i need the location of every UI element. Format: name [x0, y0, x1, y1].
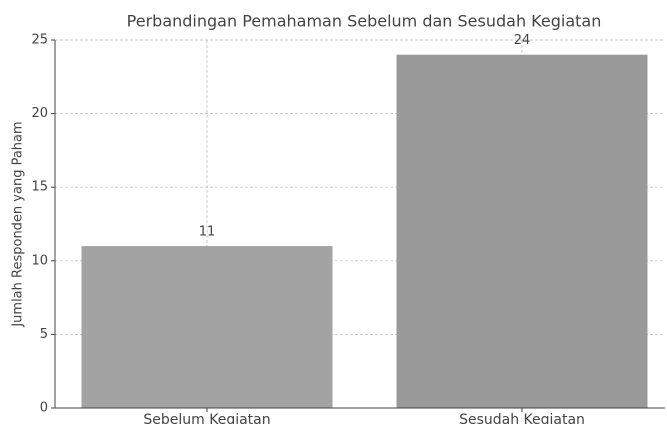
data-label: 24 — [514, 33, 531, 48]
x-tick-label: Sesudah Kegiatan — [459, 412, 585, 424]
y-tick-label: 20 — [31, 106, 48, 121]
y-tick-label: 25 — [31, 33, 48, 48]
y-axis-label: Jumlah Responden yang Paham — [11, 121, 26, 327]
chart-title: Perbandingan Pemahaman Sebelum dan Sesud… — [127, 12, 602, 31]
y-tick-label: 10 — [31, 253, 48, 268]
x-tick-label: Sebelum Kegiatan — [143, 412, 270, 424]
bar — [396, 54, 648, 408]
bar — [81, 246, 333, 408]
y-tick-label: 0 — [40, 401, 48, 416]
y-tick-label: 5 — [40, 327, 48, 342]
data-label: 11 — [199, 225, 216, 240]
y-tick-label: 15 — [31, 180, 48, 195]
